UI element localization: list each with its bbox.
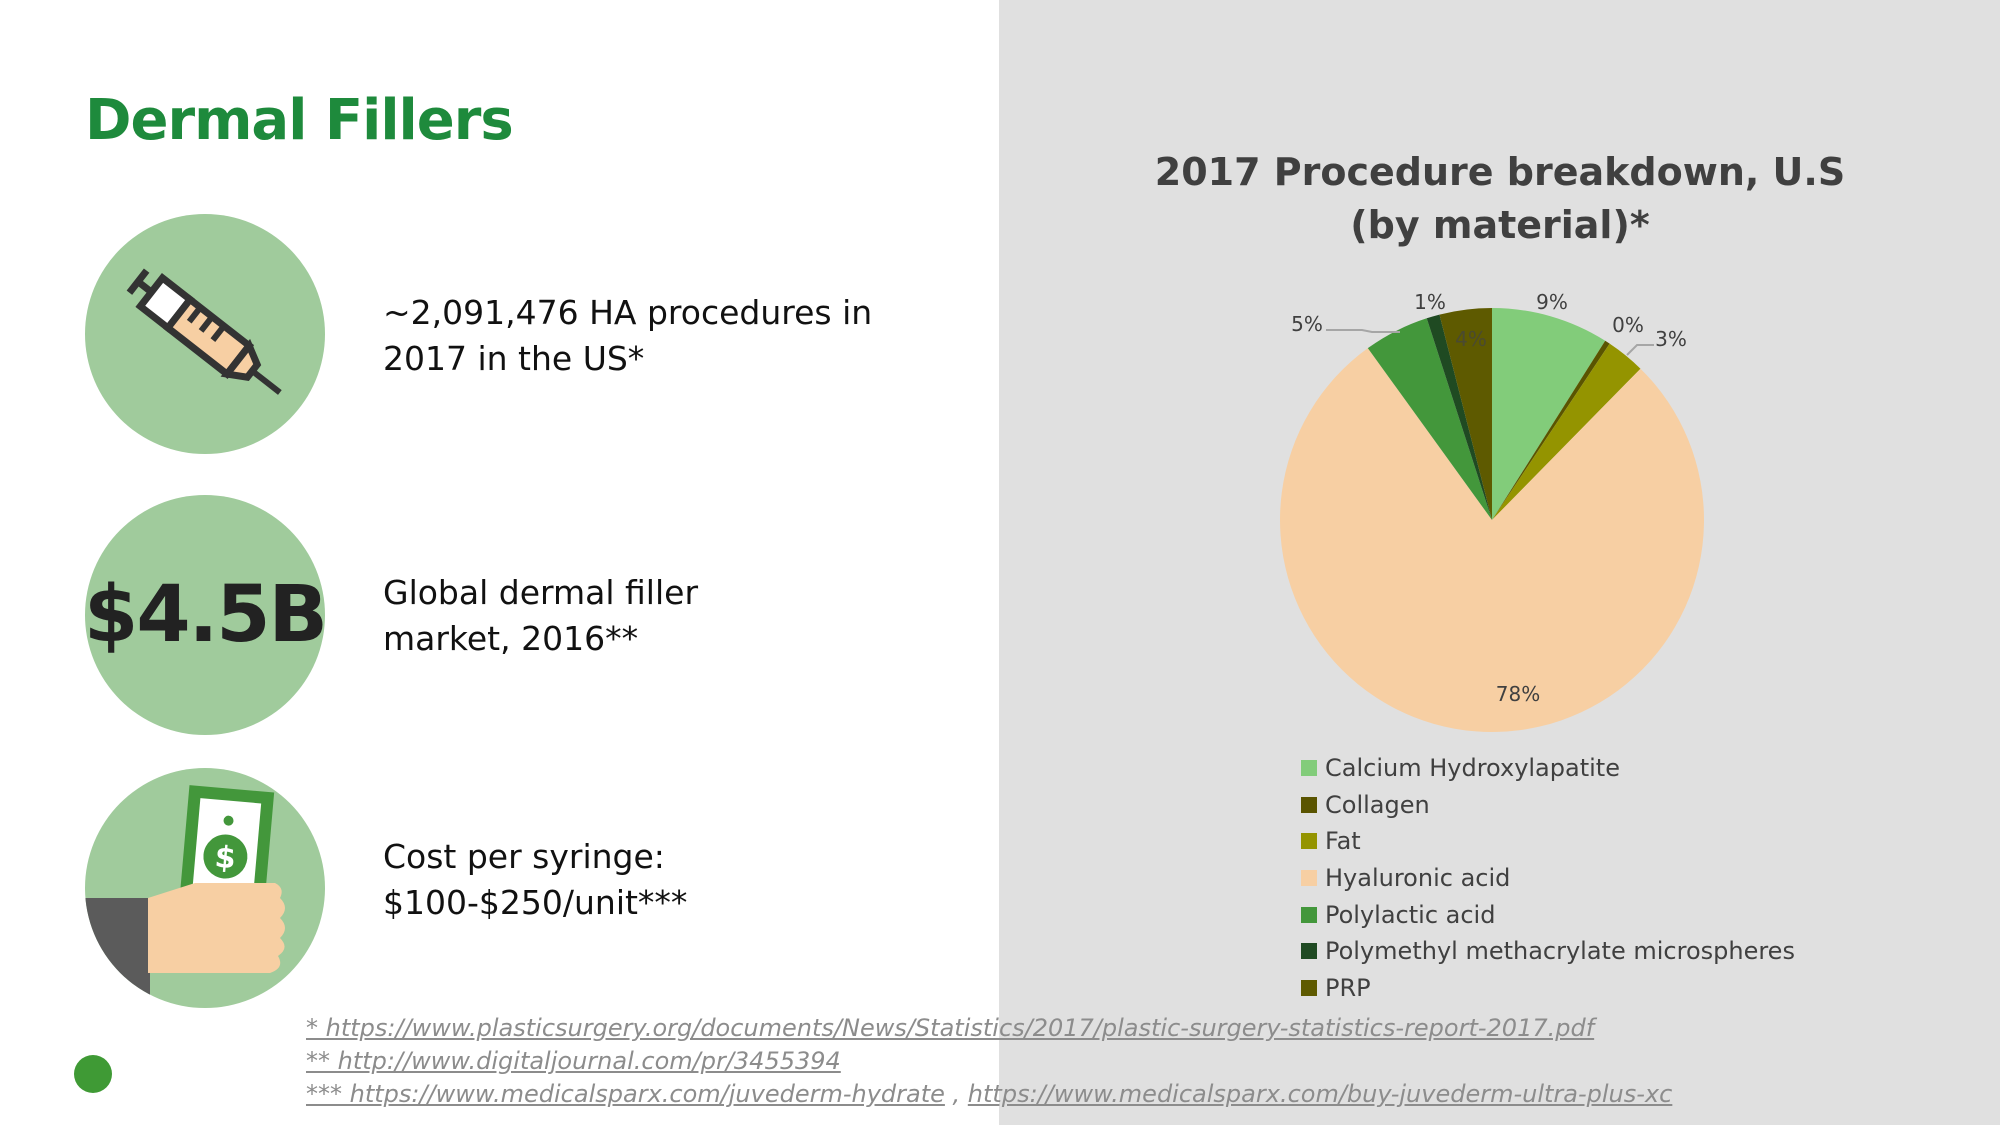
pie-slice-collagen bbox=[1492, 340, 1610, 520]
slide-title: Dermal Fillers bbox=[85, 88, 514, 153]
legend-item: Polylactic acid bbox=[1301, 896, 1795, 933]
legend-label: Fat bbox=[1325, 827, 1361, 856]
legend-swatch bbox=[1301, 760, 1317, 777]
stat-line: 2017 in the US* bbox=[383, 339, 645, 378]
data-label: 5% bbox=[1291, 312, 1323, 336]
data-label: 9% bbox=[1536, 290, 1568, 314]
footnote-1[interactable]: * https://www.plasticsurgery.org/documen… bbox=[306, 1014, 1595, 1042]
pie-slice-polylactic-acid bbox=[1367, 318, 1492, 520]
data-label: 4% bbox=[1455, 327, 1487, 351]
chart-title-line: (by material)* bbox=[1350, 203, 1650, 247]
legend-item: Collagen bbox=[1301, 787, 1795, 824]
legend-swatch bbox=[1301, 796, 1317, 813]
stat-line: $100-$250/unit*** bbox=[383, 883, 688, 922]
svg-text:$: $ bbox=[213, 840, 237, 877]
legend-item: Polymethyl methacrylate microspheres bbox=[1301, 933, 1795, 970]
footnote-3-link-a[interactable]: *** https://www.medicalsparx.com/juveder… bbox=[306, 1080, 945, 1108]
legend-label: PRP bbox=[1325, 973, 1371, 1002]
leader-line bbox=[1326, 329, 1400, 333]
market-value: $4.5B bbox=[85, 570, 325, 660]
legend-label: Polylactic acid bbox=[1325, 900, 1496, 929]
footnote-separator: , bbox=[944, 1080, 968, 1108]
legend-label: Calcium Hydroxylapatite bbox=[1325, 754, 1620, 783]
stat-line: Global dermal filler bbox=[383, 573, 699, 612]
stat-line: market, 2016** bbox=[383, 619, 639, 658]
hand-holding-money-icon: $ bbox=[85, 785, 285, 1008]
stat-line: Cost per syringe: bbox=[383, 837, 665, 876]
data-label: 0% bbox=[1612, 313, 1644, 337]
legend-label: Collagen bbox=[1325, 790, 1430, 819]
syringe-icon bbox=[126, 268, 282, 395]
chart-title: 2017 Procedure breakdown, U.S (by materi… bbox=[1100, 146, 1900, 252]
pie-slice-polymethyl-methacrylate-microspheres bbox=[1426, 314, 1492, 520]
legend-item: Fat bbox=[1301, 823, 1795, 860]
pie-slice-hyaluronic-acid bbox=[1279, 348, 1705, 732]
footnote-3-link-b[interactable]: https://www.medicalsparx.com/buy-juveder… bbox=[967, 1080, 1673, 1108]
legend-label: Polymethyl methacrylate microspheres bbox=[1325, 937, 1795, 966]
slide-marker-dot bbox=[74, 1055, 112, 1093]
legend-swatch bbox=[1301, 906, 1317, 923]
syringe-circle bbox=[85, 214, 325, 454]
footnote-3: *** https://www.medicalsparx.com/juveder… bbox=[306, 1080, 1672, 1108]
legend-item: Hyaluronic acid bbox=[1301, 860, 1795, 897]
market-circle: $4.5B bbox=[85, 495, 325, 735]
footnote-2[interactable]: ** http://www.digitaljournal.com/pr/3455… bbox=[306, 1047, 841, 1075]
cost-circle: $ bbox=[85, 768, 325, 1008]
chart-legend: Calcium Hydroxylapatite Collagen Fat Hyalur… bbox=[1301, 750, 1795, 1006]
legend-swatch bbox=[1301, 833, 1317, 850]
stat-cost: Cost per syringe: $100-$250/unit*** bbox=[383, 834, 687, 926]
pie-slice-prp bbox=[1439, 308, 1492, 520]
legend-swatch bbox=[1301, 979, 1317, 996]
pie-slice-calcium-hydroxylapatite bbox=[1492, 308, 1606, 520]
data-label: 1% bbox=[1414, 290, 1446, 314]
legend-swatch bbox=[1301, 870, 1317, 887]
legend-swatch bbox=[1301, 943, 1317, 960]
legend-label: Hyaluronic acid bbox=[1325, 864, 1511, 893]
legend-item: Calcium Hydroxylapatite bbox=[1301, 750, 1795, 787]
stat-market: Global dermal filler market, 2016** bbox=[383, 570, 698, 662]
leader-line bbox=[1626, 344, 1654, 356]
stat-procedures: ~2,091,476 HA procedures in 2017 in the … bbox=[383, 290, 872, 382]
pie-slice-fat bbox=[1492, 343, 1641, 520]
data-label: 3% bbox=[1655, 327, 1687, 351]
legend-item: PRP bbox=[1301, 970, 1795, 1007]
data-label: 78% bbox=[1496, 682, 1540, 706]
chart-title-line: 2017 Procedure breakdown, U.S bbox=[1154, 150, 1846, 194]
stat-line: ~2,091,476 HA procedures in bbox=[383, 293, 873, 332]
